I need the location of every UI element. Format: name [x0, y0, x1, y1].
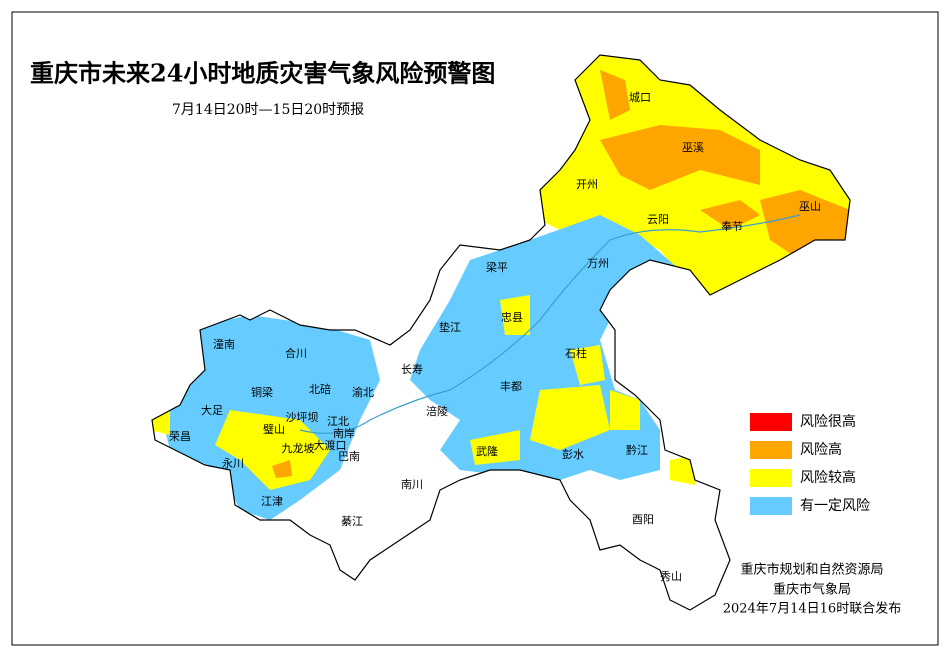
- orange-area: [600, 70, 850, 260]
- district-label: 万州: [587, 257, 609, 270]
- subtitle: 7月14日20时—15日20时预报: [172, 102, 364, 118]
- district-label: 巫溪: [682, 141, 704, 154]
- title: 重庆市未来24小时地质灾害气象风险预警图: [30, 59, 495, 88]
- legend-label: 风险高: [800, 441, 842, 458]
- district-label: 江津: [261, 495, 283, 508]
- legend-swatch: [750, 469, 792, 487]
- district-label: 开州: [576, 178, 598, 191]
- district-label: 涪陵: [426, 404, 448, 418]
- district-label: 长寿: [401, 362, 423, 376]
- district-label: 垫江: [439, 320, 461, 334]
- district-label: 荣昌: [169, 430, 191, 443]
- district-label: 武隆: [476, 444, 498, 458]
- district-label: 黔江: [626, 443, 648, 457]
- district-label: 永川: [222, 456, 244, 470]
- district-label: 江北: [327, 415, 349, 428]
- district-label: 奉节: [721, 219, 743, 233]
- river: [299, 214, 801, 434]
- district-label: 渝北: [352, 385, 374, 399]
- district-label: 秀山: [660, 570, 682, 583]
- district-label: 潼南: [213, 337, 235, 351]
- legend-label: 风险很高: [800, 413, 856, 430]
- district-label: 丰都: [500, 380, 522, 393]
- district-label: 南岸: [333, 427, 355, 440]
- publish-date: 2024年7月14日16时联合发布: [723, 601, 901, 617]
- orange-area: [272, 460, 292, 478]
- district-label: 南川: [401, 478, 423, 491]
- legend-label: 有一定风险: [800, 498, 870, 514]
- district-label: 九龙坡: [282, 442, 315, 455]
- district-label: 巫山: [799, 200, 821, 213]
- district-label: 綦江: [341, 515, 363, 528]
- district-labels: 城口 巫溪 开州 云阳 奉节 巫山 万州 梁平 忠县 垫江 石柱 潼南 合川 长…: [169, 91, 821, 583]
- publisher: 重庆市规划和自然资源局: [740, 562, 883, 578]
- legend-label: 风险较高: [800, 469, 856, 486]
- district-label: 北碚: [309, 382, 331, 396]
- district-label: 酉阳: [632, 513, 654, 526]
- publisher: 重庆市气象局: [773, 582, 851, 598]
- legend-swatch: [750, 413, 792, 431]
- district-label: 彭水: [562, 447, 584, 461]
- district-label: 沙坪坝: [286, 410, 319, 424]
- yellow-area: [152, 295, 695, 490]
- district-label: 云阳: [647, 213, 669, 226]
- district-label: 铜梁: [251, 385, 273, 399]
- district-label: 巴南: [338, 450, 360, 463]
- legend-swatch: [750, 497, 792, 515]
- legend-swatch: [750, 441, 792, 459]
- district-label: 大渡口: [314, 438, 347, 452]
- district-label: 大足: [201, 403, 223, 417]
- district-label: 石柱: [565, 346, 587, 360]
- district-label: 合川: [285, 346, 307, 360]
- district-label: 忠县: [501, 311, 523, 324]
- district-label: 梁平: [486, 260, 508, 274]
- district-label: 璧山: [263, 422, 285, 436]
- district-label: 城口: [629, 91, 651, 104]
